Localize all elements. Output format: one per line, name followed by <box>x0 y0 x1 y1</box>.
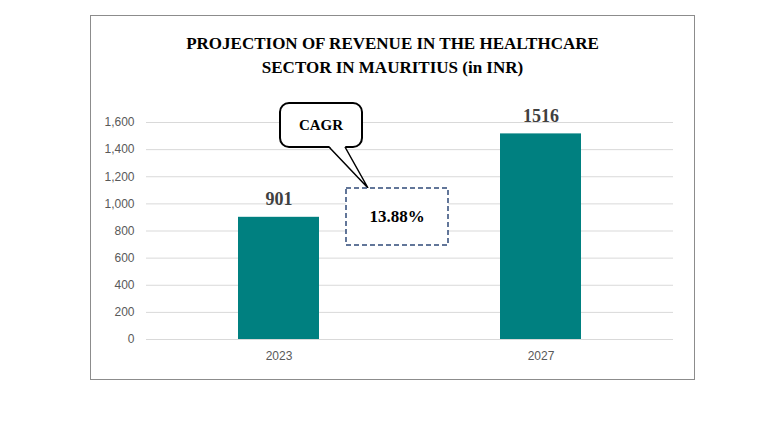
svg-text:400: 400 <box>114 278 134 292</box>
svg-text:1,000: 1,000 <box>104 197 134 211</box>
svg-text:1,200: 1,200 <box>104 170 134 184</box>
svg-text:600: 600 <box>114 251 134 265</box>
svg-text:1,600: 1,600 <box>104 115 134 129</box>
svg-text:200: 200 <box>114 305 134 319</box>
svg-text:800: 800 <box>114 224 134 238</box>
html-text:13.88%: 13.88% <box>369 206 425 226</box>
html-text:CAGR: CAGR <box>298 116 344 133</box>
svg-text:2027: 2027 <box>528 349 555 363</box>
svg-text:1,400: 1,400 <box>104 142 134 156</box>
svg-text:2023: 2023 <box>266 349 293 363</box>
svg-text:901: 901 <box>266 189 293 209</box>
svg-text:0: 0 <box>128 332 135 346</box>
svg-text:1516: 1516 <box>523 106 559 126</box>
html-text:PROJECTION OF REVENUE IN THE H: PROJECTION OF REVENUE IN THE HEALTHCARE … <box>186 34 599 77</box>
